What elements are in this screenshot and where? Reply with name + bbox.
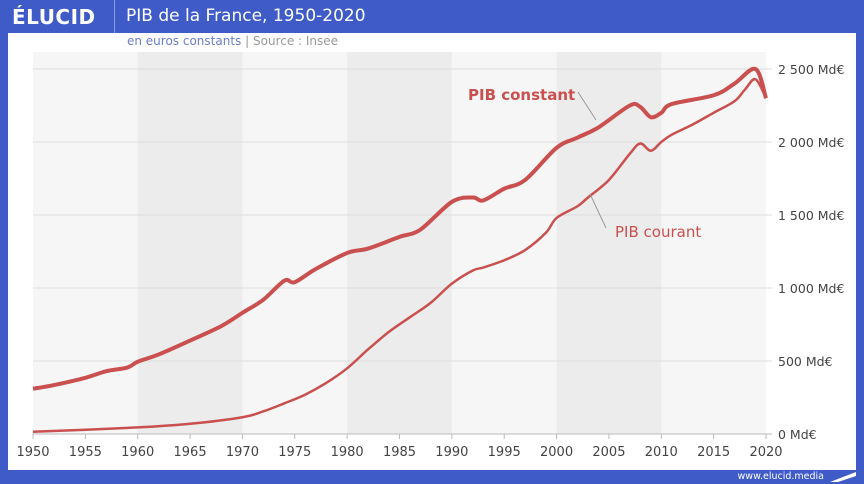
series-pib-constant — [32, 66, 768, 391]
x-tick-label: 1975 — [278, 445, 311, 460]
subtitle-unit: en euros constants — [127, 34, 242, 48]
label-pib-courant: PIB courant — [615, 223, 701, 241]
x-tick-label: 1995 — [488, 445, 521, 460]
y-tick-label: 2 500 Md€ — [778, 62, 844, 77]
source-label: Source : Insee — [253, 34, 339, 48]
x-tick-label: 2005 — [592, 445, 625, 460]
y-tick-label: 0 Md€ — [778, 427, 817, 442]
header-divider — [114, 0, 115, 33]
x-tick-label: 1955 — [69, 445, 102, 460]
elucid-logo: ÉLUCID — [12, 5, 96, 29]
decade-band — [137, 52, 243, 434]
x-tick-label: 1950 — [16, 445, 49, 460]
y-tick-label: 2 000 Md€ — [778, 135, 844, 150]
x-tick-label: 2015 — [697, 445, 730, 460]
x-tick-label: 1990 — [435, 445, 468, 460]
subtitle: en euros constants | Source : Insee — [127, 34, 338, 48]
x-tick-label: 1980 — [331, 445, 364, 460]
decade-band — [556, 52, 662, 434]
x-tick-label: 1960 — [121, 445, 154, 460]
x-tick-label: 1970 — [226, 445, 259, 460]
x-tick-label: 2020 — [749, 445, 782, 460]
leader-constant — [577, 91, 597, 121]
decade-band — [347, 52, 452, 434]
x-tick-label: 2010 — [645, 445, 678, 460]
x-tick-label: 1965 — [174, 445, 207, 460]
leader-courant — [589, 193, 607, 229]
y-tick-label: 1 500 Md€ — [778, 208, 844, 223]
y-tick-label: 1 000 Md€ — [778, 281, 844, 296]
label-pib-constant: PIB constant — [468, 86, 575, 104]
footer-url[interactable]: www.elucid.media — [737, 471, 824, 482]
subtitle-separator: | — [245, 34, 250, 48]
series-pib-courant — [32, 77, 768, 434]
elucid-flag-icon — [830, 472, 856, 482]
y-tick-label: 500 Md€ — [778, 354, 833, 369]
x-tick-label: 1985 — [383, 445, 416, 460]
chart-title: PIB de la France, 1950-2020 — [126, 6, 366, 26]
x-tick-label: 2000 — [540, 445, 573, 460]
